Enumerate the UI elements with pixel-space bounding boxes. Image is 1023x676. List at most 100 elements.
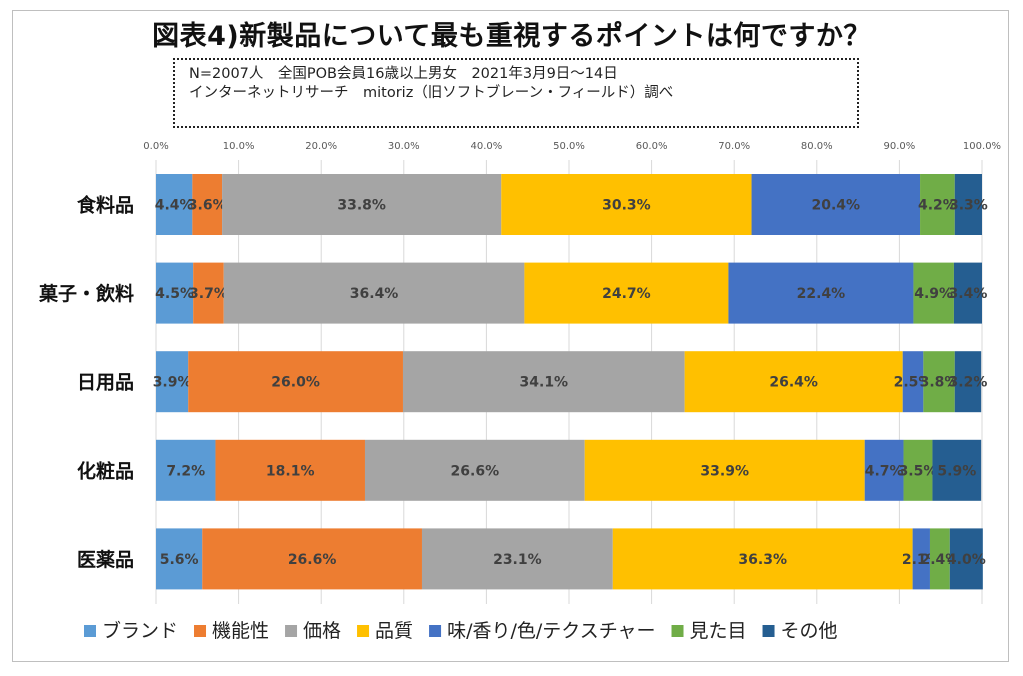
bar-segment — [929, 528, 950, 590]
data-label: 4.2% — [918, 198, 957, 214]
survey-note-box: N=2007人 全国POB会員16歳以上男女 2021年3月9日〜14日 インタ… — [173, 58, 859, 128]
legend-label: 機能性 — [212, 620, 269, 642]
bar-segment — [402, 351, 685, 413]
bar-segment — [902, 351, 924, 413]
legend-label: ブランド — [102, 619, 178, 642]
x-tick-label: 0.0% — [143, 141, 168, 152]
bar-segment — [156, 528, 203, 590]
data-label: 7.2% — [166, 463, 205, 479]
data-label: 36.4% — [350, 286, 399, 302]
legend-label: 見た目 — [690, 620, 747, 642]
legend-label: 価格 — [303, 620, 341, 642]
chart-title: 図表4)新製品について最も重視するポイントは何ですか？ — [152, 21, 871, 52]
data-label: 33.9% — [700, 463, 749, 479]
data-label: 5.9% — [937, 463, 976, 479]
data-label: 3.8% — [920, 375, 959, 391]
data-label: 18.1% — [266, 463, 315, 479]
bar-segment — [923, 351, 955, 413]
data-label: 33.8% — [337, 198, 386, 214]
data-label: 24.7% — [602, 286, 651, 302]
bar-segment — [222, 174, 502, 235]
data-label: 3.7% — [189, 286, 228, 302]
survey-note-line-2: インターネットリサーチ mitoriz（旧ソフトブレーン・フィールド）調べ — [189, 85, 674, 101]
category-label: 医薬品 — [77, 548, 134, 571]
x-tick-label: 70.0% — [718, 141, 750, 152]
data-label: 2.4% — [920, 552, 959, 568]
x-tick-label: 80.0% — [801, 141, 833, 152]
bar-segment — [728, 262, 914, 324]
data-label: 3.3% — [949, 198, 988, 214]
bar-segment — [156, 439, 216, 501]
data-label: 4.5% — [155, 286, 194, 302]
x-tick-label: 90.0% — [884, 141, 916, 152]
bar-segment — [192, 174, 223, 235]
bar-segment — [501, 174, 752, 235]
data-label: 26.6% — [288, 552, 337, 568]
category-label: 化粧品 — [77, 459, 134, 482]
data-label: 4.0% — [947, 552, 986, 568]
legend-swatch — [429, 625, 442, 637]
data-label: 3.5% — [899, 463, 938, 479]
bar-segment — [364, 439, 585, 501]
bar-segment — [188, 351, 403, 413]
data-label: 3.2% — [949, 375, 988, 391]
survey-note-line-1: N=2007人 全国POB会員16歳以上男女 2021年3月9日〜14日 — [189, 66, 618, 82]
data-label: 2.5% — [894, 375, 933, 391]
bar-segment — [684, 351, 903, 413]
bar-segment — [202, 528, 422, 590]
x-tick-label: 60.0% — [636, 141, 668, 152]
data-label: 23.1% — [493, 552, 542, 568]
bar-segment — [584, 439, 865, 501]
x-tick-label: 40.0% — [471, 141, 503, 152]
bar-segment — [864, 439, 904, 501]
data-label: 30.3% — [602, 198, 651, 214]
legend-swatch — [285, 625, 298, 637]
bar-segment — [751, 174, 921, 235]
bar-segment — [156, 262, 194, 324]
bar-segment — [913, 262, 954, 324]
bar-segment — [953, 262, 982, 324]
data-label: 3.4% — [949, 286, 988, 302]
legend-label: 品質 — [375, 620, 413, 642]
bar-segment — [215, 439, 365, 501]
bar-segment — [903, 439, 933, 501]
data-label: 4.9% — [914, 286, 953, 302]
x-tick-label: 20.0% — [305, 141, 337, 152]
data-label: 3.6% — [188, 198, 227, 214]
bar-segment — [223, 262, 525, 324]
bar-segment — [949, 528, 983, 590]
bar-segment — [156, 174, 193, 235]
bar-segment — [612, 528, 913, 590]
data-label: 3.9% — [153, 375, 192, 391]
data-label: 4.7% — [865, 463, 904, 479]
bar-segment — [524, 262, 729, 324]
x-tick-label: 10.0% — [223, 141, 255, 152]
bar-segment — [954, 351, 982, 413]
data-label: 5.6% — [160, 552, 199, 568]
legend-swatch — [194, 625, 207, 637]
category-label: 日用品 — [77, 372, 134, 394]
data-label: 36.3% — [738, 552, 787, 568]
data-label: 20.4% — [812, 198, 861, 214]
data-label: 4.4% — [155, 198, 194, 214]
data-label: 26.4% — [769, 375, 818, 391]
data-label: 22.4% — [797, 286, 846, 302]
bar-segment — [912, 528, 930, 590]
x-tick-label: 30.0% — [388, 141, 420, 152]
legend-swatch — [84, 625, 96, 637]
data-label: 34.1% — [520, 375, 569, 391]
bar-segment — [954, 174, 982, 235]
bar-segment — [920, 174, 955, 235]
bar-segment — [156, 351, 189, 413]
category-label: 菓子・飲料 — [38, 282, 134, 305]
category-label: 食料品 — [77, 194, 134, 217]
bar-segment — [932, 439, 982, 501]
bar-segment — [193, 262, 224, 324]
legend-label: 味/香り/色/テクスチャー — [447, 620, 655, 642]
legend-swatch — [357, 625, 370, 637]
legend-swatch — [762, 625, 775, 637]
legend-label: その他 — [781, 620, 838, 642]
x-tick-label: 100.0% — [963, 141, 1001, 152]
bar-segment — [421, 528, 613, 590]
